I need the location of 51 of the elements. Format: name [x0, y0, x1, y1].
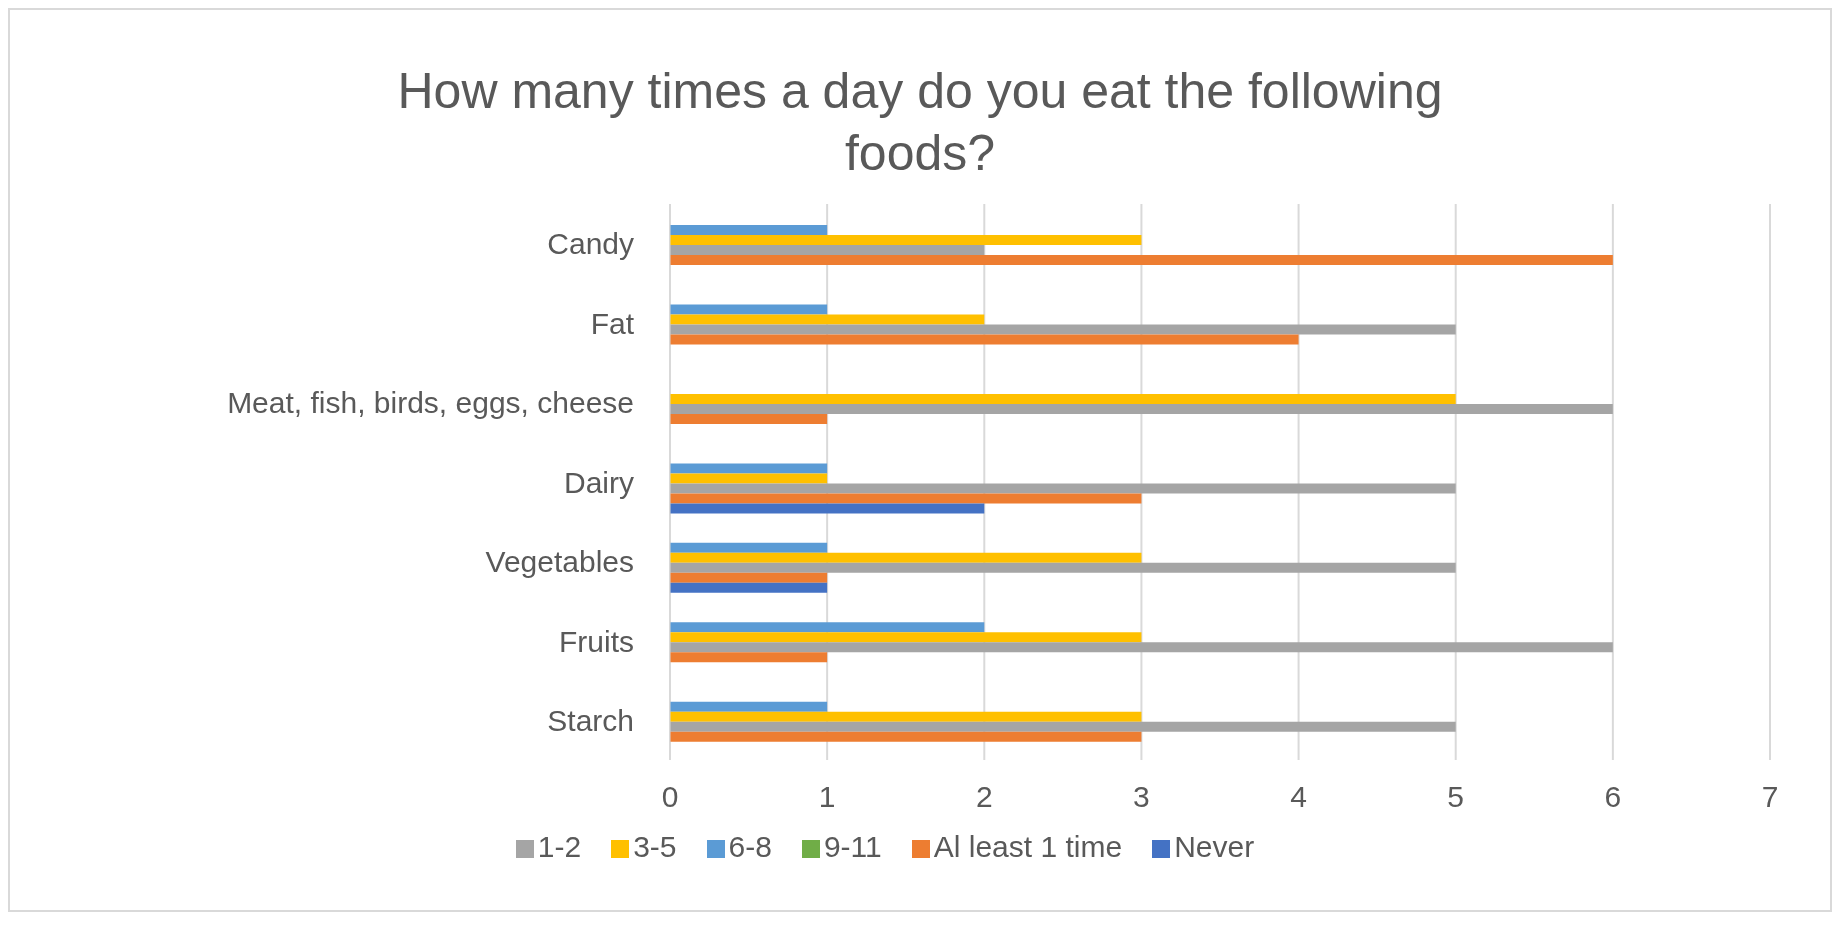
legend-label: 6-8 — [728, 830, 772, 863]
bar — [670, 731, 1142, 742]
x-tick-label: 2 — [975, 780, 993, 814]
legend-label: 3-5 — [633, 830, 677, 863]
bar — [670, 463, 828, 474]
chart-title: How many times a day do you eat the following foods? — [396, 62, 1444, 183]
legend-label: 1-2 — [537, 830, 582, 863]
bar — [670, 403, 1613, 414]
bar — [670, 503, 985, 514]
x-tick-label: 0 — [661, 780, 679, 814]
bar — [670, 701, 828, 712]
x-tick-label: 6 — [1604, 780, 1622, 814]
y-tick-label: Starch — [547, 703, 634, 737]
y-tick-label: Fat — [590, 306, 635, 340]
y-tick-label: Dairy — [563, 465, 634, 499]
y-tick-label: Candy — [547, 227, 634, 261]
y-tick-label: Meat, fish, birds, eggs, cheese — [227, 386, 634, 420]
bar — [670, 711, 1142, 722]
bar — [670, 493, 1142, 504]
bar — [670, 572, 828, 583]
bar — [670, 235, 1142, 246]
bar — [670, 562, 1456, 573]
bar — [670, 652, 828, 663]
x-tick-label: 3 — [1133, 780, 1150, 814]
bar — [670, 245, 985, 256]
x-tick-label: 1 — [818, 780, 836, 814]
y-tick-label: Fruits — [559, 624, 634, 658]
x-tick-label: 5 — [1447, 780, 1465, 814]
legend-label: 9-11 — [823, 830, 882, 863]
bar — [670, 483, 1456, 494]
x-tick-label: 7 — [1761, 780, 1779, 814]
bar — [670, 582, 828, 593]
bar — [670, 225, 828, 236]
bar — [670, 632, 1142, 643]
bar — [670, 542, 828, 553]
bar — [670, 721, 1456, 732]
bar — [670, 334, 1299, 345]
bar — [670, 255, 1613, 266]
x-tick-label: 4 — [1290, 780, 1307, 814]
bar — [670, 314, 985, 325]
bar — [670, 304, 828, 315]
legend-label: Never — [1174, 830, 1255, 863]
legend-label: Al least 1 time — [933, 830, 1123, 863]
bar — [670, 413, 828, 424]
y-tick-label: Vegetables — [485, 545, 634, 579]
bar — [670, 473, 828, 484]
bar — [670, 642, 1613, 653]
bar — [670, 393, 1456, 404]
bar — [670, 552, 1142, 563]
bar — [670, 324, 1456, 335]
bar — [670, 622, 985, 633]
